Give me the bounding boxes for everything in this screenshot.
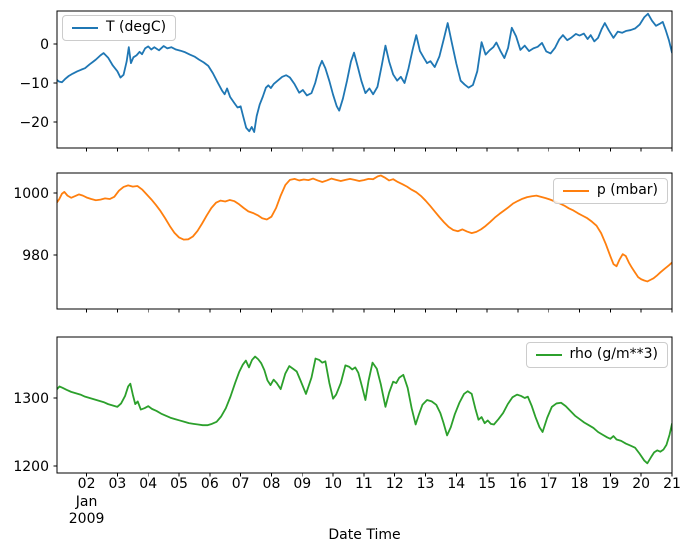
x-tick-sublabel: Jan: [75, 494, 98, 510]
legend-line-sample-pressure: [562, 189, 589, 192]
y-tick-label-temperature: −10: [19, 76, 49, 92]
x-tick-label: 16: [509, 476, 527, 492]
axes-box-temperature: [56, 10, 673, 149]
x-tick-label: 10: [324, 476, 342, 492]
axes-box-pressure: [56, 172, 673, 310]
legend-label-temperature: T (degC): [106, 19, 167, 35]
y-tick-label-pressure: 1000: [13, 186, 49, 202]
x-tick-label: 20: [632, 476, 650, 492]
x-tick-label: 12: [386, 476, 404, 492]
legend-temperature: T (degC): [62, 15, 177, 41]
x-tick-label: 06: [201, 476, 219, 492]
legend-pressure: p (mbar): [552, 178, 668, 204]
legend-line-sample-temperature: [72, 26, 98, 29]
x-tick-label: 03: [108, 476, 126, 492]
x-tick-label: 18: [571, 476, 589, 492]
x-tick-label: 07: [232, 476, 250, 492]
subplot-temperature: 0 −10 −20: [19, 10, 673, 152]
series-line-density: [57, 355, 672, 465]
x-tick-sublabel: 2009: [69, 511, 105, 527]
x-tick-label: 15: [478, 476, 496, 492]
x-tick-label: 21: [663, 476, 681, 492]
series-line-pressure: [57, 174, 672, 283]
x-tick-label: 05: [170, 476, 188, 492]
y-tick-label-pressure: 980: [22, 248, 49, 264]
x-tick-label: 08: [263, 476, 281, 492]
x-tick-label: 09: [293, 476, 311, 492]
x-tick-label: 17: [540, 476, 558, 492]
y-tick-label-temperature: 0: [40, 37, 49, 53]
y-tick-label-density: 1200: [13, 459, 49, 475]
x-tick-label: 11: [355, 476, 373, 492]
y-tick-label-temperature: −20: [19, 115, 49, 131]
x-tick-label: 14: [447, 476, 465, 492]
subplot-pressure: 1000 980: [13, 172, 673, 313]
legend-density: rho (g/m**3): [525, 342, 668, 368]
legend-label-density: rho (g/m**3): [569, 346, 658, 362]
y-tick-label-density: 1300: [13, 391, 49, 407]
x-tick-label: 19: [601, 476, 619, 492]
legend-line-sample-density: [535, 353, 562, 356]
series-line-temperature: [57, 12, 672, 133]
x-axis-title: Date Time: [328, 527, 401, 543]
legend-label-pressure: p (mbar): [596, 182, 658, 198]
axes-box-density: [56, 336, 673, 474]
x-tick-label: 13: [417, 476, 435, 492]
x-tick-label: 04: [139, 476, 157, 492]
x-tick-label: 02: [78, 476, 96, 492]
